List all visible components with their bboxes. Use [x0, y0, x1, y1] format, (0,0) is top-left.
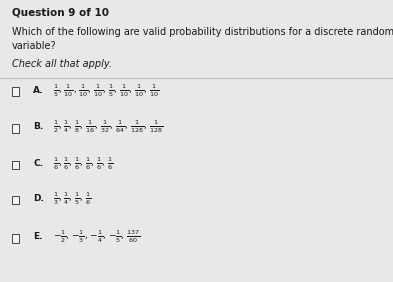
Bar [12, 124, 19, 133]
Text: Check all that apply.: Check all that apply. [12, 59, 112, 69]
Text: $\frac{1}{5}$, $\frac{1}{10}$, $\frac{1}{10}$, $\frac{1}{10}$, $\frac{1}{5}$, $\: $\frac{1}{5}$, $\frac{1}{10}$, $\frac{1}… [53, 82, 159, 98]
Text: C.: C. [33, 159, 43, 168]
Text: B.: B. [33, 122, 44, 131]
Text: E.: E. [33, 232, 43, 241]
Text: D.: D. [33, 194, 44, 203]
Text: $-\frac{1}{2}$, $-\frac{1}{3}$, $-\frac{1}{4}$, $-\frac{1}{5}$, $\frac{137}{60}$: $-\frac{1}{2}$, $-\frac{1}{3}$, $-\frac{… [53, 229, 141, 245]
Text: $\frac{1}{2}$, $\frac{1}{4}$, $\frac{1}{8}$, $\frac{1}{16}$, $\frac{1}{32}$, $\f: $\frac{1}{2}$, $\frac{1}{4}$, $\frac{1}{… [53, 119, 163, 135]
Text: $\frac{1}{6}$, $\frac{1}{6}$, $\frac{1}{6}$, $\frac{1}{6}$, $\frac{1}{6}$, $\fra: $\frac{1}{6}$, $\frac{1}{6}$, $\frac{1}{… [53, 155, 113, 172]
Text: A.: A. [33, 86, 44, 95]
Text: Question 9 of 10: Question 9 of 10 [12, 7, 109, 17]
Bar [12, 196, 19, 204]
Text: $\frac{1}{3}$, $\frac{1}{4}$, $\frac{1}{5}$, $\frac{1}{6}$: $\frac{1}{3}$, $\frac{1}{4}$, $\frac{1}{… [53, 191, 92, 207]
Text: variable?: variable? [12, 41, 57, 51]
Bar [12, 234, 19, 243]
Bar [12, 161, 19, 169]
Bar [12, 87, 19, 96]
Text: Which of the following are valid probability distributions for a discrete random: Which of the following are valid probabi… [12, 27, 393, 37]
